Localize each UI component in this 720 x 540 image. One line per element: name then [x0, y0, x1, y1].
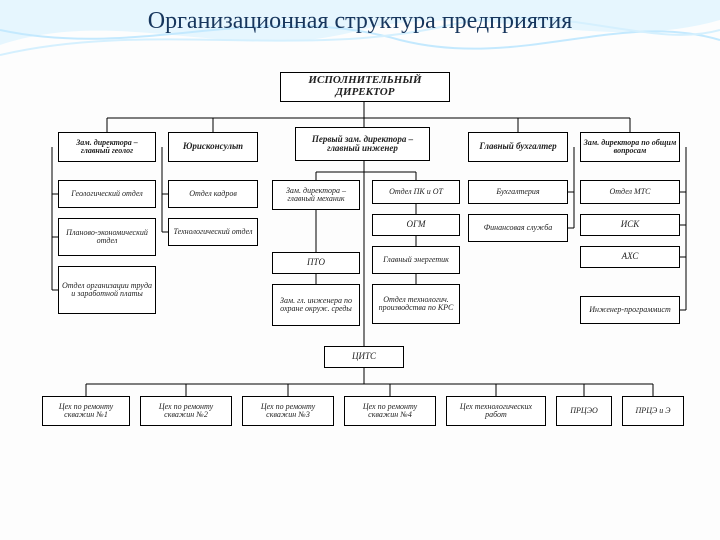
node-c1-3: Отдел организации труда и заработной пла… [58, 266, 156, 314]
node-b-5: Цех технологических работ [446, 396, 546, 426]
node-row2-2: Юрисконсульт [168, 132, 258, 162]
node-c3r-1: Отдел ПК и ОТ [372, 180, 460, 204]
node-c4-1: Бухгалтерия [468, 180, 568, 204]
node-row2-1: Зам. директора – главный геолог [58, 132, 156, 162]
node-c5-2: ИСК [580, 214, 680, 236]
node-b-7: ПРЦЭ и Э [622, 396, 684, 426]
node-c5-1: Отдел МТС [580, 180, 680, 204]
node-c1-1: Геологический отдел [58, 180, 156, 208]
node-c5-4: Инженер-программист [580, 296, 680, 324]
node-c1-2: Планово-экономический отдел [58, 218, 156, 256]
node-b-1: Цех по ремонту скважин №1 [42, 396, 130, 426]
node-c3r-3: Главный энергетик [372, 246, 460, 274]
node-b-2: Цех по ремонту скважин №2 [140, 396, 232, 426]
node-c4-2: Финансовая служба [468, 214, 568, 242]
node-c3l-2: ПТО [272, 252, 360, 274]
node-c2-1: Отдел кадров [168, 180, 258, 208]
node-c3r-2: ОГМ [372, 214, 460, 236]
node-c2-2: Технологический отдел [168, 218, 258, 246]
node-b-4: Цех по ремонту скважин №4 [344, 396, 436, 426]
node-c3l-3: Зам. гл. инженера по охране окруж. среды [272, 284, 360, 326]
node-row2-5: Зам. директора по общим вопросам [580, 132, 680, 162]
node-c3l-1: Зам. директора – главный механик [272, 180, 360, 210]
node-row2-3: Первый зам. директора – главный инженер [295, 127, 430, 161]
node-c5-3: АХС [580, 246, 680, 268]
node-b-3: Цех по ремонту скважин №3 [242, 396, 334, 426]
node-b-6: ПРЦЭО [556, 396, 612, 426]
node-exec-dir: ИСПОЛНИТЕЛЬНЫЙ ДИРЕКТОР [280, 72, 450, 102]
node-c3r-4: Отдел технологич. производства по КРС [372, 284, 460, 324]
node-cits: ЦИТС [324, 346, 404, 368]
node-row2-4: Главный бухгалтер [468, 132, 568, 162]
